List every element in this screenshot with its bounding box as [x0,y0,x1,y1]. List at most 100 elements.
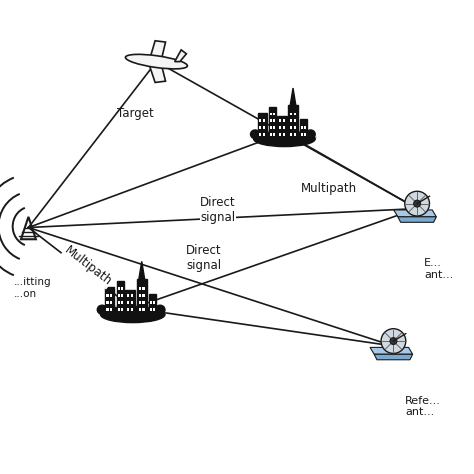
Bar [263,119,265,122]
Bar [153,301,155,304]
Bar [137,279,146,315]
Polygon shape [174,50,186,62]
Text: Target: Target [117,107,154,119]
Ellipse shape [405,191,429,216]
Ellipse shape [99,304,166,322]
Ellipse shape [250,130,260,138]
Bar [107,294,109,297]
Bar [110,294,112,297]
Bar [290,126,292,129]
Bar [110,301,112,304]
Ellipse shape [97,305,107,314]
Bar [142,294,145,297]
Bar [259,133,262,136]
Bar [293,126,296,129]
Bar [293,133,296,136]
Polygon shape [148,60,165,82]
Ellipse shape [126,55,187,69]
Polygon shape [290,88,296,105]
Ellipse shape [381,328,406,354]
Bar [293,119,296,122]
Bar [273,126,275,129]
Bar [105,287,114,315]
Bar [118,309,120,311]
Bar [258,113,266,139]
Bar [269,107,276,139]
Bar [127,301,129,304]
Bar [120,287,123,290]
Bar [259,119,262,122]
Ellipse shape [306,130,315,138]
Bar [150,301,152,304]
Bar [273,119,275,122]
Bar [120,294,123,297]
Ellipse shape [414,200,420,207]
Bar [110,309,112,311]
Polygon shape [139,261,145,279]
Text: ...itting
...on: ...itting ...on [14,277,52,299]
Text: Direct
signal: Direct signal [186,244,222,273]
Bar [279,119,281,122]
Bar [118,301,120,304]
Bar [118,294,120,297]
Bar [259,126,262,129]
Bar [138,294,141,297]
Bar [301,126,303,129]
Bar [131,301,133,304]
Bar [304,133,306,136]
Ellipse shape [254,131,315,146]
Text: Multipath: Multipath [62,244,114,289]
Ellipse shape [155,305,165,314]
Bar [120,301,123,304]
Text: Direct
signal: Direct signal [200,195,236,224]
Bar [270,133,272,136]
Bar [277,116,287,139]
Text: E...
ant...: E... ant... [424,258,454,280]
Bar [283,133,285,136]
Bar [270,126,272,129]
Bar [142,287,145,290]
Bar [270,119,272,122]
Polygon shape [148,41,165,64]
Bar [118,287,120,290]
Ellipse shape [252,129,317,146]
Bar [290,119,292,122]
Bar [279,126,281,129]
Bar [153,309,155,311]
Bar [283,126,285,129]
Bar [131,294,133,297]
Bar [263,133,265,136]
Bar [293,113,296,116]
Text: Refe...
ant...: Refe... ant... [405,396,441,418]
Bar [290,133,292,136]
Bar [290,113,292,116]
Bar [107,301,109,304]
Polygon shape [394,210,437,217]
Bar [304,126,306,129]
Bar [138,309,141,311]
Polygon shape [398,217,437,222]
Bar [263,126,265,129]
Text: Multipath: Multipath [301,182,357,195]
Bar [301,133,303,136]
Bar [125,291,135,315]
Bar [283,119,285,122]
Bar [120,309,123,311]
Ellipse shape [390,337,397,345]
Bar [300,119,307,139]
Bar [142,301,145,304]
Bar [279,133,281,136]
Bar [138,301,141,304]
Bar [288,105,298,139]
Bar [149,293,156,315]
Bar [150,309,152,311]
Bar [273,133,275,136]
Bar [270,113,272,116]
Polygon shape [374,354,413,360]
Bar [273,113,275,116]
Bar [127,294,129,297]
Polygon shape [370,347,413,354]
Bar [142,309,145,311]
Bar [131,309,133,311]
Bar [138,287,141,290]
